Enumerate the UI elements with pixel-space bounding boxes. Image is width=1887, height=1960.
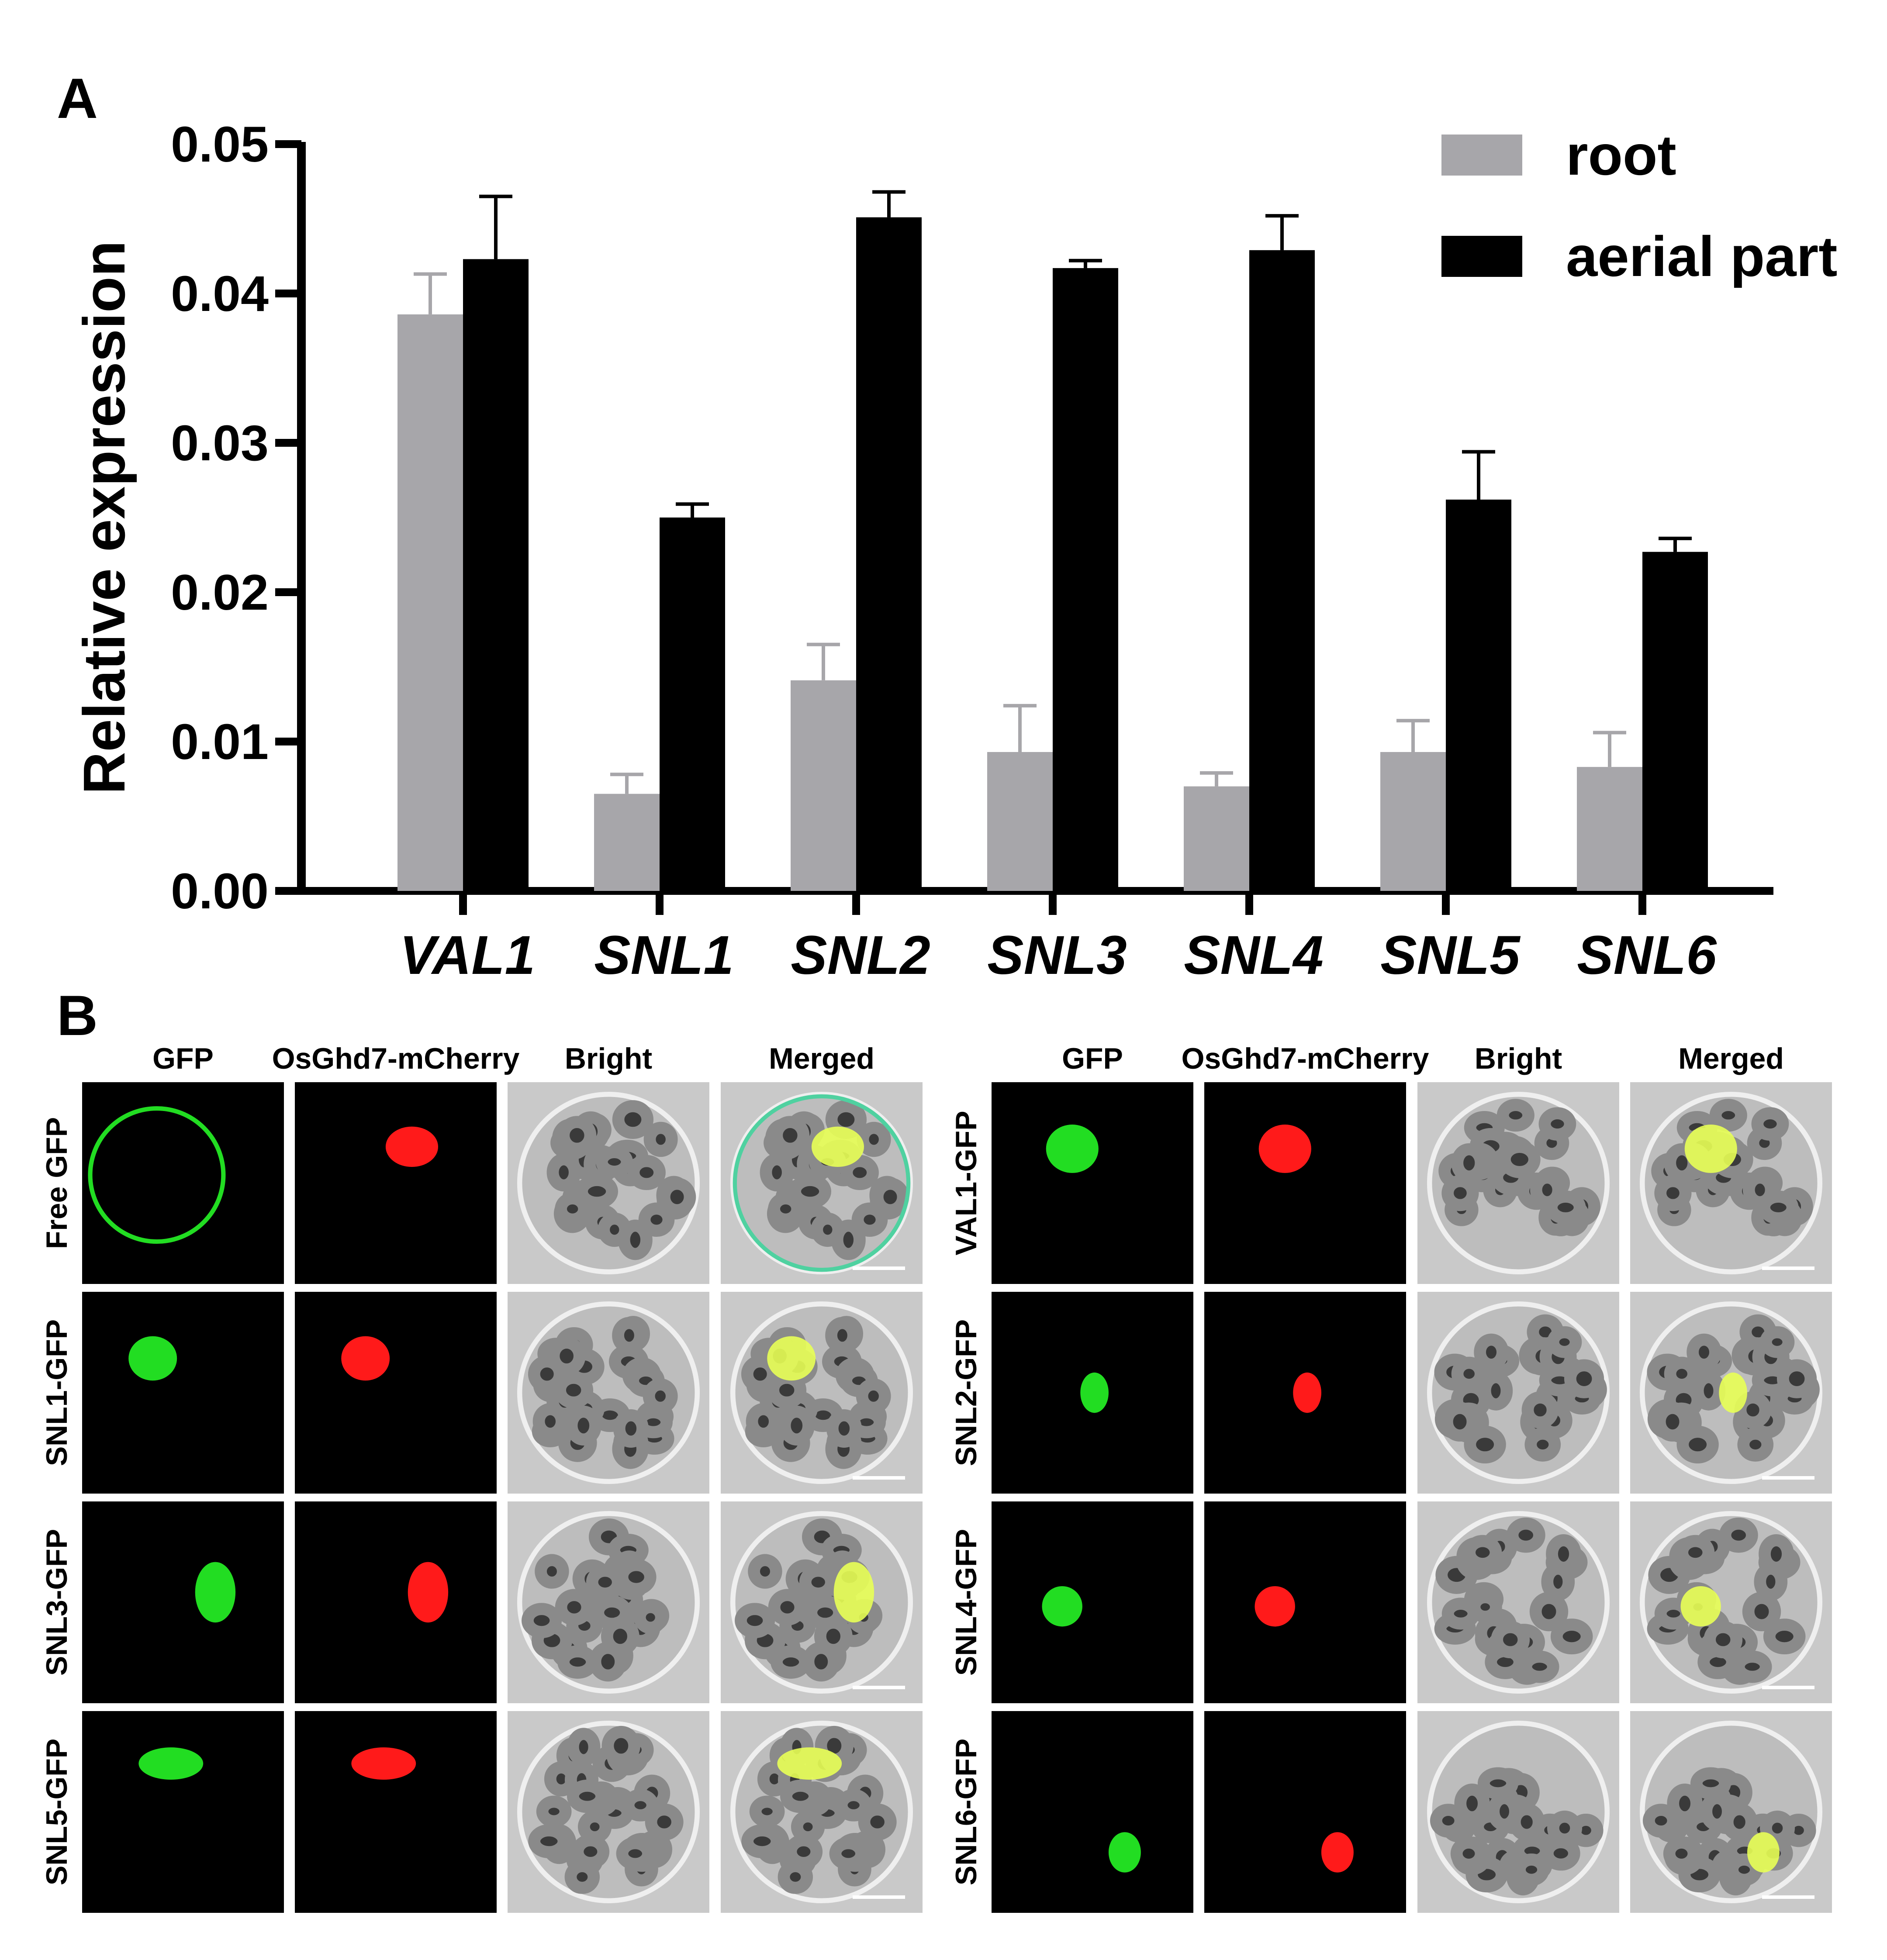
micrograph-mcherry (1204, 1082, 1406, 1284)
column-header-mcherry: OsGhd7-mCherry (272, 1042, 520, 1075)
y-tick-label: 0.02 (171, 565, 269, 621)
bar-root (1380, 752, 1446, 891)
micrograph-bright (1417, 1082, 1619, 1284)
scale-bar (853, 1895, 905, 1899)
row-label: SNL6-GFP (950, 1738, 983, 1886)
legend-swatch (1441, 236, 1522, 277)
bar-aerial-part (463, 259, 529, 891)
panel-a-label: A (57, 66, 98, 130)
row-label: Free GFP (40, 1117, 73, 1249)
y-axis-title: Relative expression (71, 241, 137, 794)
micrograph-gfp (992, 1501, 1193, 1703)
legend-swatch (1441, 135, 1522, 176)
micrograph-bright (508, 1711, 709, 1913)
row-label: SNL3-GFP (40, 1529, 73, 1676)
bar-root (987, 752, 1053, 891)
column-header-mcherry: OsGhd7-mCherry (1181, 1042, 1429, 1075)
micrograph-gfp (992, 1292, 1193, 1494)
micrograph-gfp (992, 1711, 1193, 1913)
x-tick-label: SNL2 (791, 925, 930, 986)
x-tick-label: SNL1 (594, 925, 734, 986)
x-tick-label: SNL5 (1380, 925, 1521, 986)
micrograph-bright (508, 1082, 709, 1284)
legend-label: root (1566, 123, 1676, 187)
row-label: SNL2-GFP (950, 1319, 983, 1467)
row-label: VAL1-GFP (950, 1111, 983, 1256)
scale-bar (853, 1476, 905, 1480)
micrograph-merged (721, 1292, 923, 1494)
micrograph-mcherry (295, 1501, 497, 1703)
bar-root (791, 680, 856, 891)
x-tick-label: SNL3 (987, 925, 1127, 986)
y-tick-label: 0.03 (171, 415, 269, 471)
row-label: SNL1-GFP (40, 1319, 73, 1467)
bar-chart: 0.00 0.01 0.02 0.03 0.04 0.05 Relative express… (71, 117, 1837, 986)
micrograph-gfp (82, 1292, 284, 1494)
micrograph-bright (1417, 1501, 1619, 1703)
scale-bar (1762, 1686, 1814, 1689)
micrograph-mcherry (295, 1711, 497, 1913)
micrograph-merged (1630, 1501, 1832, 1703)
column-header-gfp: GFP (1062, 1042, 1123, 1075)
scale-bar (1762, 1895, 1814, 1899)
micrograph-merged (1630, 1082, 1832, 1284)
scale-bar (853, 1686, 905, 1689)
micrograph-gfp (82, 1501, 284, 1703)
bar-aerial-part (1249, 250, 1315, 891)
micrograph-gfp (82, 1082, 284, 1284)
column-header-bright: Bright (564, 1042, 653, 1075)
bar-aerial-part (1446, 499, 1511, 891)
bar-aerial-part (1642, 552, 1708, 891)
bar-root (397, 314, 463, 891)
micrograph-gfp (992, 1082, 1193, 1284)
scale-bar (1762, 1266, 1814, 1270)
y-tick-label: 0.05 (171, 117, 269, 173)
scale-bar (1762, 1476, 1814, 1480)
micrograph-bright (508, 1292, 709, 1494)
bar-aerial-part (1053, 268, 1118, 891)
micrograph-bright (508, 1501, 709, 1703)
column-header-merged: Merged (1678, 1042, 1784, 1075)
micrograph-merged (721, 1501, 923, 1703)
micrograph-merged (1630, 1711, 1832, 1913)
micrograph-merged (721, 1711, 923, 1913)
panel-b-label: B (57, 983, 98, 1047)
micrograph-bright (1417, 1292, 1619, 1494)
bar-aerial-part (856, 217, 922, 891)
bar-root (594, 794, 660, 891)
x-tick-label: SNL4 (1184, 925, 1324, 986)
bar-root (1577, 767, 1642, 891)
y-tick-label: 0.04 (171, 266, 269, 322)
column-header-bright: Bright (1474, 1042, 1562, 1075)
micrograph-mcherry (1204, 1292, 1406, 1494)
y-tick-label: 0.00 (171, 863, 269, 919)
row-label: SNL4-GFP (950, 1529, 983, 1676)
bar-root (1184, 786, 1249, 891)
y-tick-label: 0.01 (171, 714, 269, 770)
micrograph-mcherry (295, 1082, 497, 1284)
micrograph-mcherry (295, 1292, 497, 1494)
x-tick-label: VAL1 (400, 925, 535, 986)
micrograph-mcherry (1204, 1711, 1406, 1913)
micrograph-merged (1630, 1292, 1832, 1494)
micrograph-mcherry (1204, 1501, 1406, 1703)
micrograph-gfp (82, 1711, 284, 1913)
micrograph-merged (721, 1082, 923, 1284)
legend-label: aerial part (1566, 224, 1837, 288)
column-header-merged: Merged (769, 1042, 874, 1075)
x-tick-label: SNL6 (1577, 925, 1717, 986)
micrograph-bright (1417, 1711, 1619, 1913)
scale-bar (853, 1266, 905, 1270)
row-label: SNL5-GFP (40, 1738, 73, 1886)
column-header-gfp: GFP (152, 1042, 214, 1075)
bar-aerial-part (660, 518, 725, 891)
